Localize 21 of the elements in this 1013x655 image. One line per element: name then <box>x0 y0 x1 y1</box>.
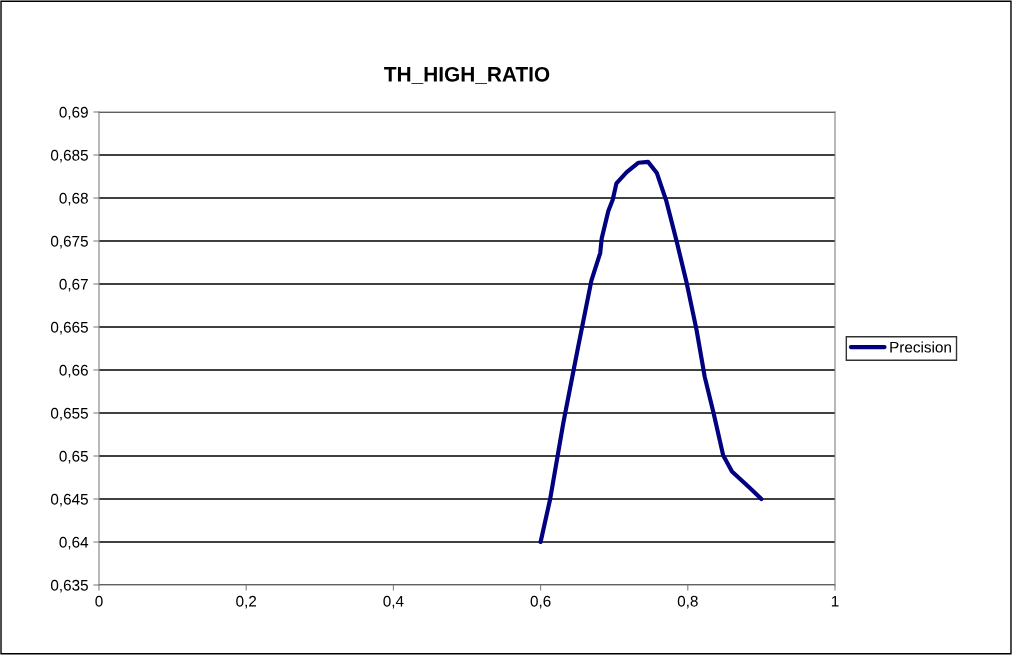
y-tick-label: 0,69 <box>59 106 88 120</box>
y-tick-label: 0,675 <box>50 235 88 249</box>
chart-title: TH_HIGH_RATIO <box>384 66 550 84</box>
y-tick-label: 0,65 <box>59 450 88 464</box>
x-tick-label: 0,6 <box>530 595 551 609</box>
y-tick-label: 0,665 <box>50 321 88 335</box>
x-tick-label: 1 <box>831 595 839 607</box>
y-tick-label: 0,655 <box>50 407 88 421</box>
legend-label: Precision <box>890 341 951 353</box>
x-tick-label: 0,2 <box>236 595 257 609</box>
x-tick-label: 0,8 <box>677 595 698 609</box>
y-tick-label: 0,67 <box>59 278 88 292</box>
y-tick-label: 0,68 <box>59 192 88 206</box>
y-tick-label: 0,64 <box>59 536 89 550</box>
x-tick-label: 0,4 <box>383 595 404 609</box>
x-tick-label: 0 <box>95 595 103 607</box>
y-tick-label: 0,685 <box>50 149 88 163</box>
y-tick-label: 0,645 <box>50 493 88 507</box>
line-series <box>538 159 764 545</box>
y-tick-label: 0,66 <box>59 364 88 378</box>
y-tick-label: 0,635 <box>50 579 88 593</box>
